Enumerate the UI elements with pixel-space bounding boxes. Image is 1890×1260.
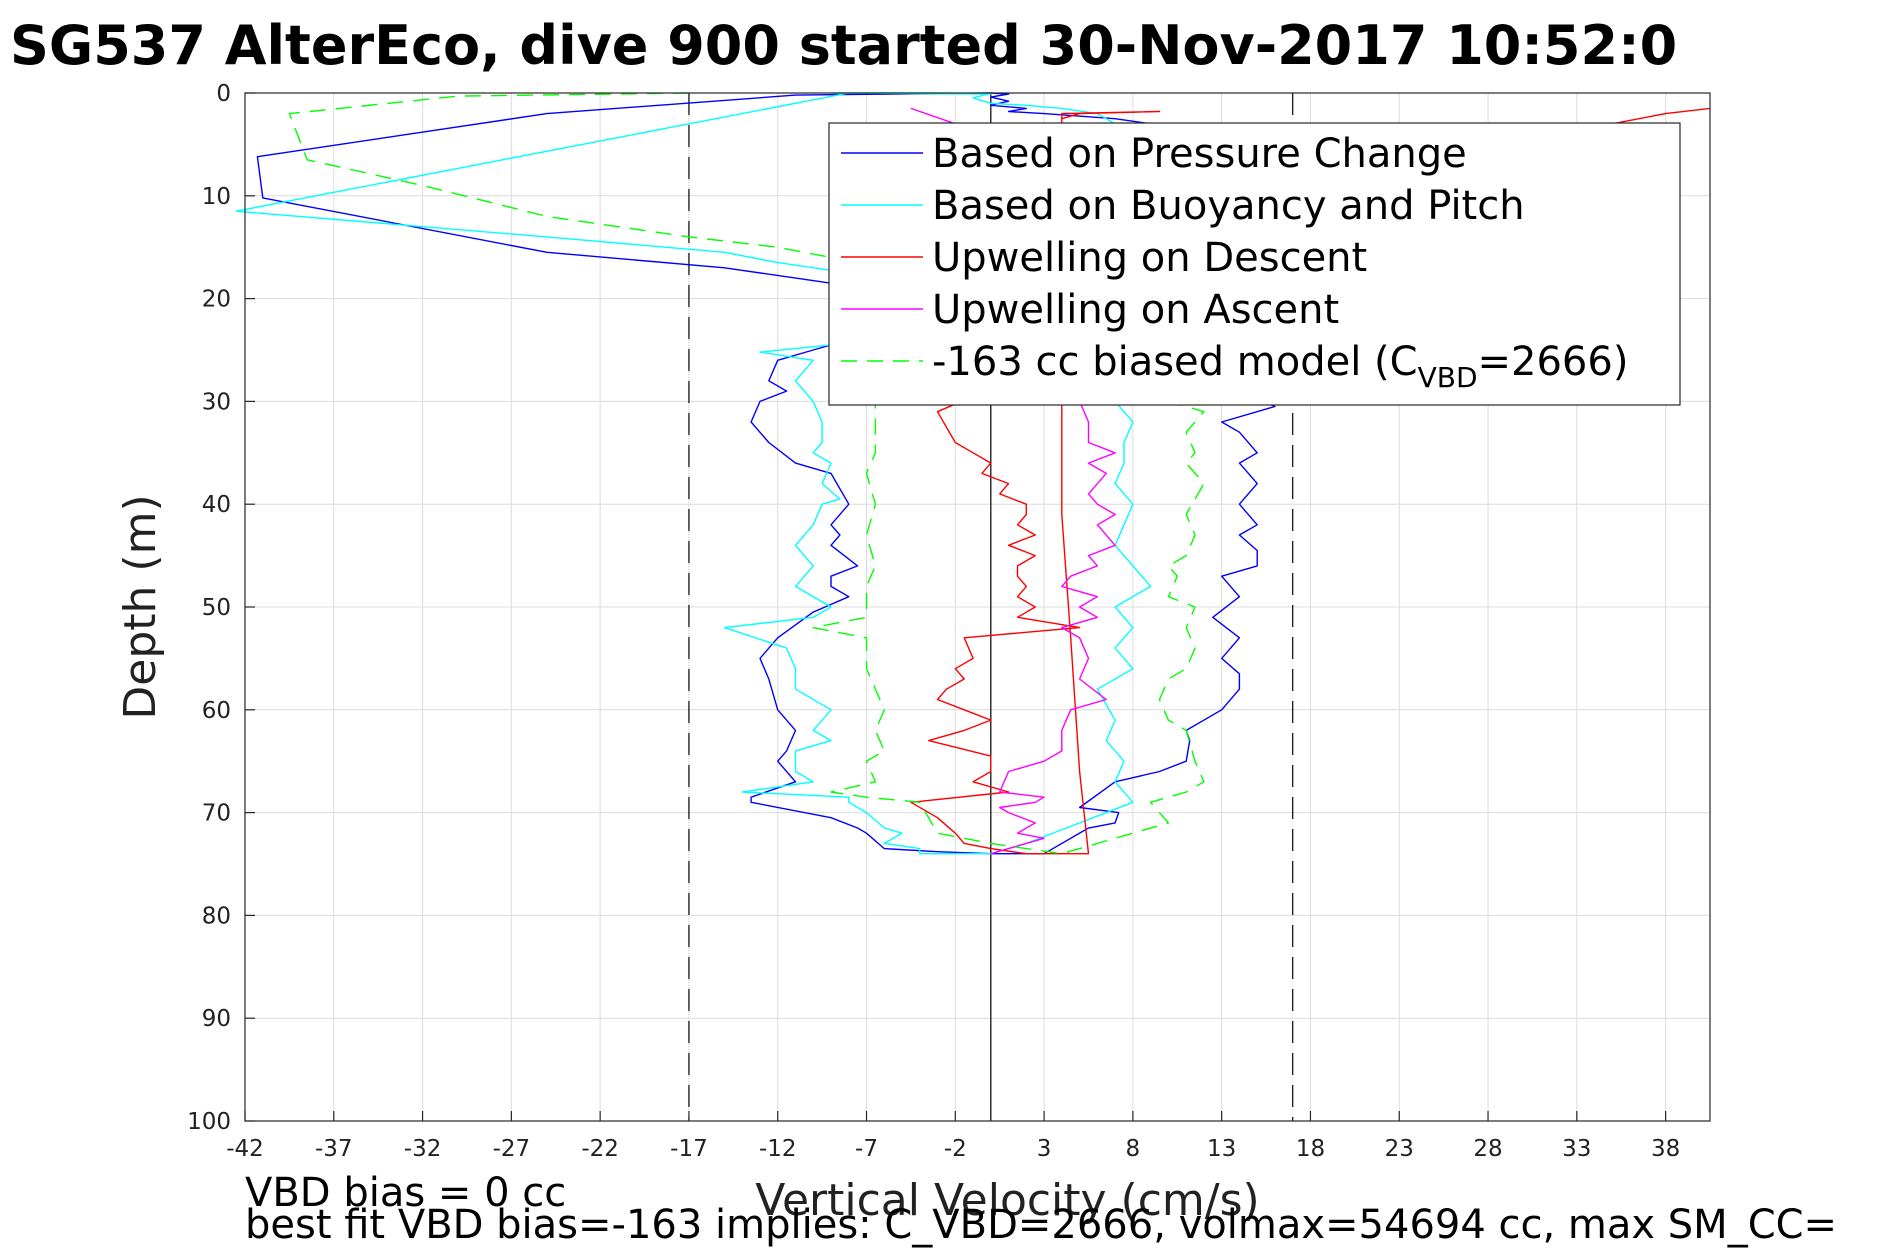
x-axis-label: Vertical Velocity (cm/s) <box>755 1175 1259 1226</box>
x-tick-label: -37 <box>315 1136 353 1162</box>
x-tick-label: -22 <box>581 1136 619 1162</box>
y-tick-label: 60 <box>202 698 231 724</box>
y-tick-label: 100 <box>187 1109 231 1135</box>
chart-title: SG537 AlterEco, dive 900 started 30-Nov-… <box>10 14 1677 77</box>
legend-label-3: Upwelling on Descent <box>932 235 1367 281</box>
x-tick-label: -2 <box>944 1136 967 1162</box>
y-tick-label: 80 <box>202 903 231 929</box>
footer-line-1: VBD bias = 0 cc <box>245 1170 566 1216</box>
x-tick-label: 33 <box>1562 1136 1591 1162</box>
y-tick-label: 10 <box>202 184 231 210</box>
x-tick-label: 8 <box>1126 1136 1141 1162</box>
x-tick-label: -7 <box>855 1136 878 1162</box>
x-tick-label: 13 <box>1207 1136 1236 1162</box>
x-tick-label: 38 <box>1651 1136 1680 1162</box>
x-axis: -42 -37 -32 -27 -22 -17 -12 -7 -2 3 8 13 18 23 28 33 38 <box>226 1111 1680 1162</box>
legend-label-5: -163 cc biased model (CVBD=2666) <box>932 339 1628 394</box>
x-tick-label: -27 <box>493 1136 531 1162</box>
x-tick-label: -12 <box>759 1136 797 1162</box>
legend-label-4: Upwelling on Ascent <box>932 287 1339 333</box>
x-tick-label: 23 <box>1385 1136 1414 1162</box>
y-tick-label: 70 <box>202 801 231 827</box>
y-tick-label: 50 <box>202 595 231 621</box>
y-tick-label: 40 <box>202 492 231 518</box>
x-tick-label: -17 <box>670 1136 708 1162</box>
y-tick-label: 90 <box>202 1006 231 1032</box>
legend-label-1: Based on Pressure Change <box>932 131 1467 177</box>
x-tick-label: 3 <box>1037 1136 1052 1162</box>
legend: Based on Pressure Change Based on Buoyanc… <box>828 122 1681 406</box>
x-tick-label: 18 <box>1296 1136 1325 1162</box>
legend-box <box>828 122 1681 406</box>
x-tick-label: -42 <box>226 1136 264 1162</box>
legend-label-2: Based on Buoyancy and Pitch <box>932 183 1525 229</box>
footer-line-2: best fit VBD bias=-163 implies: C_VBD=26… <box>245 1202 1837 1248</box>
y-tick-label: 20 <box>202 287 231 313</box>
y-tick-label: 30 <box>202 389 231 415</box>
x-tick-label: 28 <box>1473 1136 1502 1162</box>
y-axis-label: Depth (m) <box>115 494 166 719</box>
x-tick-label: -32 <box>404 1136 442 1162</box>
y-axis: 0 10 20 30 40 50 60 70 80 90 100 <box>187 81 255 1135</box>
y-tick-label: 0 <box>216 81 231 107</box>
